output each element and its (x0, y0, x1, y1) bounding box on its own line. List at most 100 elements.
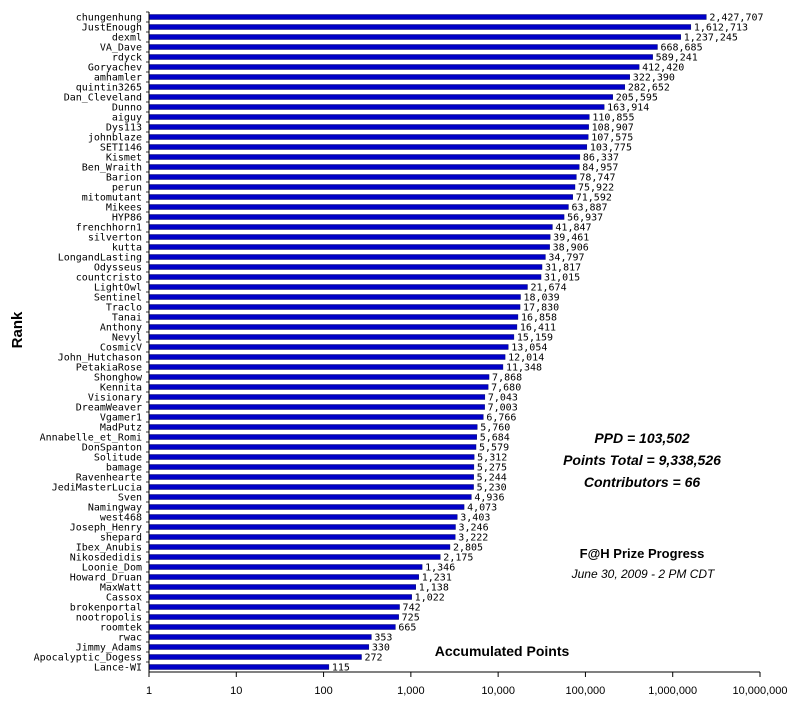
value-label: 7,868 (492, 373, 522, 384)
category-label: Kennita (100, 383, 142, 394)
bar (148, 154, 581, 160)
bar (148, 354, 506, 360)
category-label: JustEnough (82, 23, 142, 34)
bar (148, 574, 419, 580)
category-label: chungenhung (76, 13, 142, 24)
category-label: Ben_Wraith (82, 163, 142, 174)
value-label: 115 (332, 663, 350, 674)
chart-subtitle: June 30, 2009 - 2 PM CDT (571, 567, 716, 581)
bar (148, 344, 509, 350)
bar (148, 444, 477, 450)
value-label: 71,592 (576, 193, 612, 204)
category-label: Dunno (112, 103, 142, 114)
value-label: 205,595 (616, 93, 658, 104)
bar (148, 314, 519, 320)
bar (148, 474, 474, 480)
bar (148, 624, 396, 630)
value-label: 725 (402, 613, 420, 624)
x-axis-title: Accumulated Points (435, 643, 570, 659)
bar (148, 434, 477, 440)
value-label: 39,461 (553, 233, 589, 244)
value-label: 412,420 (642, 63, 684, 74)
bar (148, 464, 475, 470)
category-label: Goryachev (88, 63, 142, 74)
value-label: 31,015 (544, 273, 580, 284)
bars-layer (148, 14, 707, 670)
category-label: nootropolis (76, 613, 142, 624)
category-label: DreamWeaver (76, 403, 142, 414)
value-label: 1,138 (419, 583, 449, 594)
bar (148, 294, 521, 300)
category-label: Sentinel (94, 293, 142, 304)
category-label: Annabelle_et_Romi (40, 433, 142, 444)
bar (148, 184, 576, 190)
category-label: Ibex_Anubis (76, 543, 142, 554)
x-tick-label: 100 (314, 685, 332, 697)
value-label: 6,766 (486, 413, 516, 424)
category-labels: chungenhungJustEnoughdexmlVA_DaverdyckGo… (34, 11, 149, 674)
bar (148, 324, 518, 330)
category-label: rdyck (112, 53, 142, 64)
category-label: johnblaze (88, 133, 142, 144)
category-label: shepard (100, 533, 142, 544)
value-label: 7,680 (491, 383, 521, 394)
value-label: 84,957 (582, 163, 618, 174)
bar (148, 534, 456, 540)
category-label: Sven (118, 493, 142, 504)
value-label: 103,775 (590, 143, 632, 154)
value-label: 18,039 (524, 293, 560, 304)
category-label: Apocalyptic_Dogess (34, 653, 142, 664)
bar (148, 414, 484, 420)
bar (148, 404, 485, 410)
bar (148, 84, 626, 90)
value-label: 665 (398, 623, 416, 634)
category-label: DonSpanton (82, 443, 142, 454)
category-label: Loonie_Dom (82, 563, 142, 574)
value-label: 63,887 (571, 203, 607, 214)
category-label: perun (112, 183, 142, 194)
category-label: Nikosdedidis (70, 553, 142, 564)
bar (148, 364, 504, 370)
bar (148, 174, 577, 180)
y-axis-title: Rank (9, 311, 26, 348)
value-label: 5,275 (477, 463, 507, 474)
value-label: 108,907 (592, 123, 634, 134)
x-tick-label: 1 (146, 685, 152, 697)
value-label: 75,922 (578, 183, 614, 194)
bar (148, 44, 658, 50)
value-label: 272 (365, 653, 383, 664)
category-label: rwac (118, 633, 142, 644)
category-label: Howard_Druan (70, 573, 142, 584)
x-tick-label: 10 (230, 685, 242, 697)
bar (148, 614, 399, 620)
value-label: 21,674 (530, 283, 566, 294)
x-tick-label: 100,000 (566, 685, 606, 697)
value-label: 38,906 (553, 243, 589, 254)
category-label: Visionary (88, 393, 142, 404)
contributors-annotation: Contributors = 66 (584, 474, 701, 490)
value-label: 163,914 (607, 103, 649, 114)
category-label: mitomutant (82, 193, 142, 204)
category-label: Lance-WI (94, 663, 142, 674)
category-label: Kismet (106, 153, 142, 164)
bar (148, 394, 486, 400)
bar (148, 74, 630, 80)
value-label: 668,685 (660, 43, 702, 54)
category-label: frenchhorn1 (76, 223, 142, 234)
category-label: silverton (88, 233, 142, 244)
bar (148, 34, 681, 40)
value-label: 5,760 (480, 423, 510, 434)
bar (148, 134, 589, 140)
bar (148, 654, 362, 660)
value-label: 1,346 (425, 563, 455, 574)
bar (148, 424, 478, 430)
bar (148, 284, 528, 290)
bar (148, 494, 472, 500)
bar (148, 264, 543, 270)
category-label: west468 (100, 513, 142, 524)
category-label: Odysseus (94, 263, 142, 274)
ppd-annotation: PPD = 103,502 (594, 430, 690, 446)
bar (148, 664, 330, 670)
value-label: 353 (374, 633, 392, 644)
value-label: 282,652 (628, 83, 670, 94)
